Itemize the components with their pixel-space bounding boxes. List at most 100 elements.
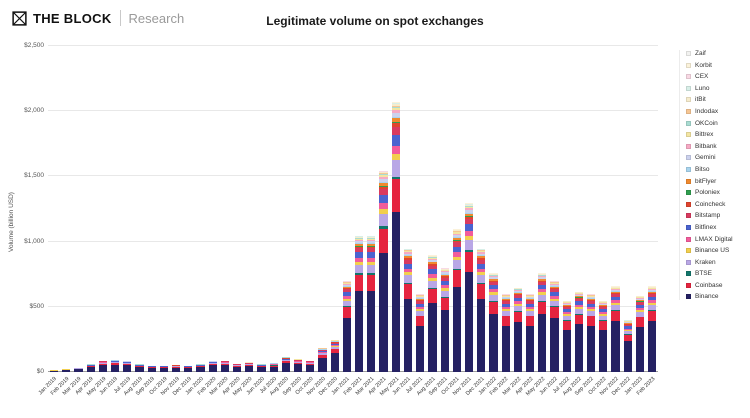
bar-segment-bitfinex: [611, 296, 620, 301]
legend-item-coinbase[interactable]: Coinbase: [686, 282, 747, 289]
bar-segment-bitso: [355, 243, 364, 245]
legend-swatch: [686, 201, 691, 207]
bar-segment-bittrex: [574, 293, 583, 294]
bar-segment-bitfinex: [647, 296, 657, 301]
bar-jan-2021[interactable]: [342, 281, 352, 372]
bar-mar-2021[interactable]: [367, 235, 376, 372]
bar-sep-2020[interactable]: [294, 359, 303, 372]
bar-mar-2019[interactable]: [74, 367, 83, 372]
legend-swatch: [686, 213, 691, 219]
bar-may-2019[interactable]: [98, 360, 108, 372]
bar-oct-2019[interactable]: [159, 365, 169, 372]
bar-segment-bittrex: [379, 175, 388, 177]
legend-item-bitfinex[interactable]: Bitfinex: [686, 224, 747, 231]
bar-jul-2022[interactable]: [562, 300, 571, 372]
bar-dec-2022[interactable]: [623, 320, 632, 372]
bar-may-2021[interactable]: [391, 101, 400, 372]
legend-item-itbit[interactable]: itBit: [686, 96, 747, 103]
bar-oct-2022[interactable]: [599, 300, 608, 372]
legend-item-zaif[interactable]: Zaif: [686, 50, 747, 57]
bar-segment-bitflyer: [367, 244, 376, 246]
legend-item-coincheck[interactable]: Coincheck: [686, 201, 747, 208]
bar-jun-2020[interactable]: [257, 364, 266, 372]
bar-jun-2021[interactable]: [403, 248, 413, 372]
bar-jan-2022[interactable]: [489, 273, 498, 372]
bar-segment-binance: [135, 367, 144, 372]
legend-item-korbit[interactable]: Korbit: [686, 62, 747, 69]
legend-item-indodax[interactable]: Indodax: [686, 108, 747, 115]
bar-segment-coinbase: [98, 363, 108, 366]
bar-feb-2019[interactable]: [62, 368, 71, 372]
legend-item-binance-us[interactable]: Binance US: [686, 247, 747, 254]
bar-apr-2022[interactable]: [525, 294, 535, 372]
bar-segment-binance: [525, 325, 535, 372]
legend-item-btse[interactable]: BTSE: [686, 270, 747, 277]
bar-segment-itbit: [464, 204, 474, 206]
bar-oct-2020[interactable]: [306, 360, 315, 372]
bar-nov-2020[interactable]: [318, 348, 327, 372]
bar-sep-2019[interactable]: [147, 365, 156, 372]
bar-segment-binance: [513, 322, 522, 372]
bar-segment-bitfinex: [464, 223, 474, 231]
legend-item-bitbank[interactable]: Bitbank: [686, 143, 747, 150]
bar-jul-2021[interactable]: [416, 294, 425, 372]
bar-segment-kraken: [306, 362, 315, 364]
bar-sep-2021[interactable]: [440, 268, 449, 372]
bar-jun-2019[interactable]: [111, 359, 120, 372]
bar-nov-2021[interactable]: [464, 203, 474, 372]
legend-item-bitflyer[interactable]: bitFlyer: [686, 178, 747, 185]
bar-aug-2020[interactable]: [281, 357, 291, 372]
bar-segment-coinbase: [428, 288, 437, 303]
bar-jun-2022[interactable]: [550, 281, 559, 372]
legend-item-poloniex[interactable]: Poloniex: [686, 189, 747, 196]
bar-aug-2022[interactable]: [574, 291, 583, 372]
bar-dec-2019[interactable]: [184, 365, 193, 372]
bar-jan-2020[interactable]: [196, 364, 205, 372]
bar-segment-bitfinex: [452, 246, 461, 253]
legend-item-lmax-digital[interactable]: LMAX Digital: [686, 236, 747, 243]
bar-apr-2019[interactable]: [86, 364, 95, 372]
bar-may-2020[interactable]: [245, 362, 254, 372]
bar-segment-binance: [550, 318, 559, 372]
legend-swatch: [686, 166, 691, 172]
bar-dec-2021[interactable]: [477, 248, 486, 372]
bar-oct-2021[interactable]: [452, 229, 461, 372]
bar-segment-coinbase: [379, 228, 388, 253]
bar-jan-2019[interactable]: [50, 370, 59, 372]
bar-jan-2023[interactable]: [635, 295, 644, 372]
bar-aug-2019[interactable]: [135, 364, 144, 372]
bar-may-2022[interactable]: [538, 273, 547, 372]
bar-jul-2020[interactable]: [269, 363, 278, 372]
legend-item-cex[interactable]: CEX: [686, 73, 747, 80]
bar-segment-binance-us: [403, 272, 413, 276]
legend-item-bitstamp[interactable]: Bitstamp: [686, 212, 747, 219]
legend-item-kraken[interactable]: Kraken: [686, 259, 747, 266]
bar-segment-bittrex: [513, 289, 522, 291]
bar-feb-2022[interactable]: [501, 294, 510, 372]
bar-sep-2022[interactable]: [586, 294, 596, 372]
bar-apr-2021[interactable]: [379, 170, 388, 372]
legend-item-binance[interactable]: Binance: [686, 293, 747, 300]
bar-segment-bitbank: [342, 283, 352, 285]
bar-feb-2020[interactable]: [208, 361, 217, 372]
bar-apr-2020[interactable]: [233, 363, 242, 372]
bar-jul-2019[interactable]: [123, 361, 132, 372]
bar-mar-2020[interactable]: [220, 360, 230, 372]
legend-item-bitso[interactable]: Bitso: [686, 166, 747, 173]
bar-aug-2021[interactable]: [428, 255, 437, 372]
bar-feb-2021[interactable]: [355, 235, 364, 372]
bar-segment-coincheck: [464, 216, 474, 219]
bar-nov-2022[interactable]: [611, 286, 620, 372]
legend-item-okcoin[interactable]: OKCoin: [686, 120, 747, 127]
legend-item-luno[interactable]: Luno: [686, 85, 747, 92]
bar-dec-2020[interactable]: [330, 339, 339, 372]
legend-item-bittrex[interactable]: Bittrex: [686, 131, 747, 138]
bar-segment-bitfinex: [623, 326, 632, 329]
bar-mar-2022[interactable]: [513, 287, 522, 372]
bar-nov-2019[interactable]: [172, 365, 181, 372]
bar-segment-coinbase: [416, 316, 425, 326]
legend-item-gemini[interactable]: Gemini: [686, 154, 747, 161]
bar-feb-2023[interactable]: [647, 286, 657, 372]
bar-segment-coincheck: [647, 293, 657, 295]
bar-segment-binance: [281, 363, 291, 372]
